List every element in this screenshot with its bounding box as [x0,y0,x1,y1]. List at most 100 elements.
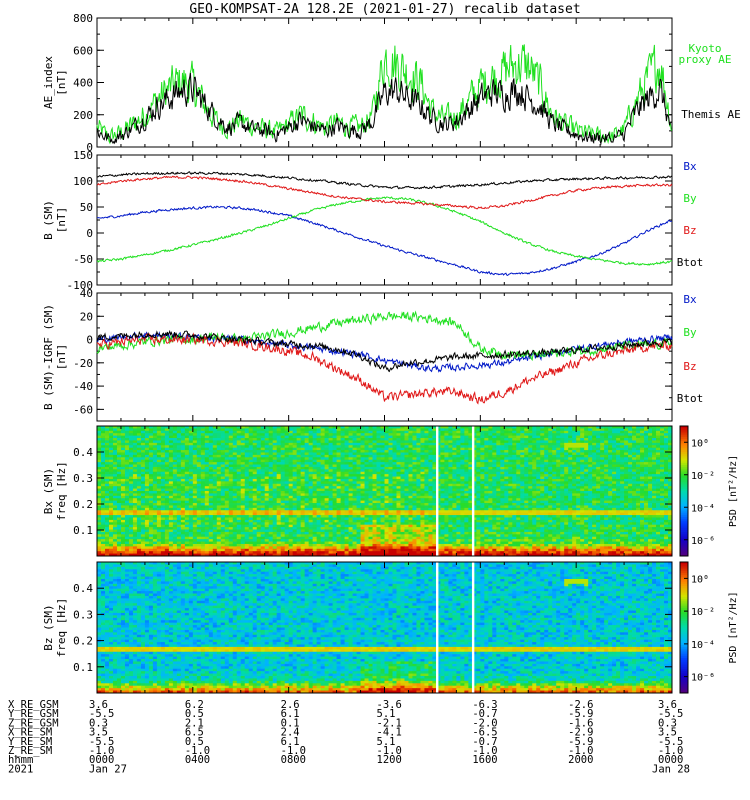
spectrogram-cell [260,459,266,463]
spectrogram-cell [168,493,174,497]
spectrogram-cell [120,495,126,499]
spectrogram-cell [624,464,629,468]
spectrogram-cell [492,498,497,502]
spectrogram-cell [636,457,641,461]
spectrogram-cell [364,466,369,470]
spectrogram-cell [324,462,329,465]
spectrogram-cell [400,430,405,434]
spectrogram-cell [296,445,302,449]
spectrogram-cell [652,493,657,497]
spectrogram-cell [444,440,449,444]
spectrogram-cell [384,476,389,480]
spectrogram-cell [148,481,154,485]
y-tick-label: 50 [80,201,93,214]
spectrogram-cell [196,474,202,477]
spectrogram-cell [556,447,561,451]
spectrogram-cell [404,483,409,487]
spectrogram-cell [560,495,565,499]
spectrogram-cell [200,478,206,482]
spectrogram-cell [568,450,573,453]
spectrogram-cell [536,466,541,470]
spectrogram-cell [512,459,517,463]
spectrogram-cell [564,462,569,465]
spectrogram-cell [452,486,457,489]
spectrogram-cell [168,491,174,494]
spectrogram-cell [668,466,673,470]
spectrogram-cell [504,433,509,437]
spectrogram-cell [628,491,633,494]
spectrogram-cell [448,493,453,497]
spectrogram-cell [456,435,461,439]
spectrogram-cell [404,478,409,482]
spectrogram-cell [576,435,581,439]
spectrogram-cell [424,481,429,485]
spectrogram-cell [104,459,110,463]
spectrogram-cell [200,435,206,439]
spectrogram-cell [388,469,393,473]
spectrogram-cell [560,435,565,439]
spectrogram-cell [504,447,509,451]
spectrogram-cell [408,428,413,432]
spectrogram-cell [656,454,661,458]
spectrogram-cell [104,433,110,437]
spectrogram-cell [608,454,613,458]
spectrogram-cell [524,469,529,473]
spectrogram-cell [504,457,509,461]
spectrogram-cell [540,445,545,449]
spectrogram-cell [224,457,230,461]
spectrogram-cell [492,428,497,432]
spectrogram-cell [580,483,585,487]
spectrogram-cell [156,471,162,475]
spectrogram-cell [604,478,609,482]
spectrogram-cell [512,440,517,444]
spectrogram-cell [620,474,625,477]
spectrogram-cell [340,491,345,494]
spectrogram-cell [516,466,521,470]
spectrogram-cell [256,464,262,468]
spectrogram-cell [532,493,537,497]
spectrogram-cell [256,447,262,451]
spectrogram-cell [164,503,170,506]
spectrogram-cell [288,457,294,461]
spectrogram-cell [520,474,525,477]
spectrogram-cell [228,450,234,453]
spectrogram-cell [616,469,621,473]
spectrogram-cell [452,469,457,473]
spectrogram-cell [520,466,525,470]
spectrogram-cell [97,493,102,497]
spectrogram-cell [308,452,314,456]
spectrogram-cell [164,491,170,494]
spectrogram-cell [624,466,629,470]
spectrogram-cell [456,474,461,477]
spectrogram-cell [484,476,489,480]
spectrogram-cell [216,447,222,451]
spectrogram-cell [556,486,561,489]
spectrogram-cell [476,445,481,449]
spectrogram-cell [368,452,373,456]
spectrogram-cell [140,426,146,429]
spectrogram-cell [352,478,357,482]
spectrogram-cell [328,445,333,449]
spectrogram-cell [408,498,413,502]
spectrogram-cell [476,500,481,504]
spectrogram-cell [364,462,369,465]
spectrogram-cell [496,469,501,473]
spectrogram-cell [124,438,130,441]
spectrogram-cell [468,498,473,502]
spectrogram-cell [392,442,397,446]
spectrogram-cell [636,454,641,458]
spectrogram-cell [164,498,170,502]
spectrogram-cell [392,430,397,434]
spectrogram-cell [484,486,489,489]
spectrogram-cell [464,452,469,456]
spectrogram-cell [184,459,190,463]
spectrogram-cell [284,481,290,485]
spectrogram-cell [360,483,365,487]
spectrogram-cell [116,478,122,482]
spectrogram-cell [544,481,549,485]
spectrogram-cell [624,440,629,444]
spectrogram-cell [244,500,250,504]
spectrogram-cell [372,469,377,473]
spectrogram-cell [508,430,513,434]
spectrogram-cell [340,469,345,473]
